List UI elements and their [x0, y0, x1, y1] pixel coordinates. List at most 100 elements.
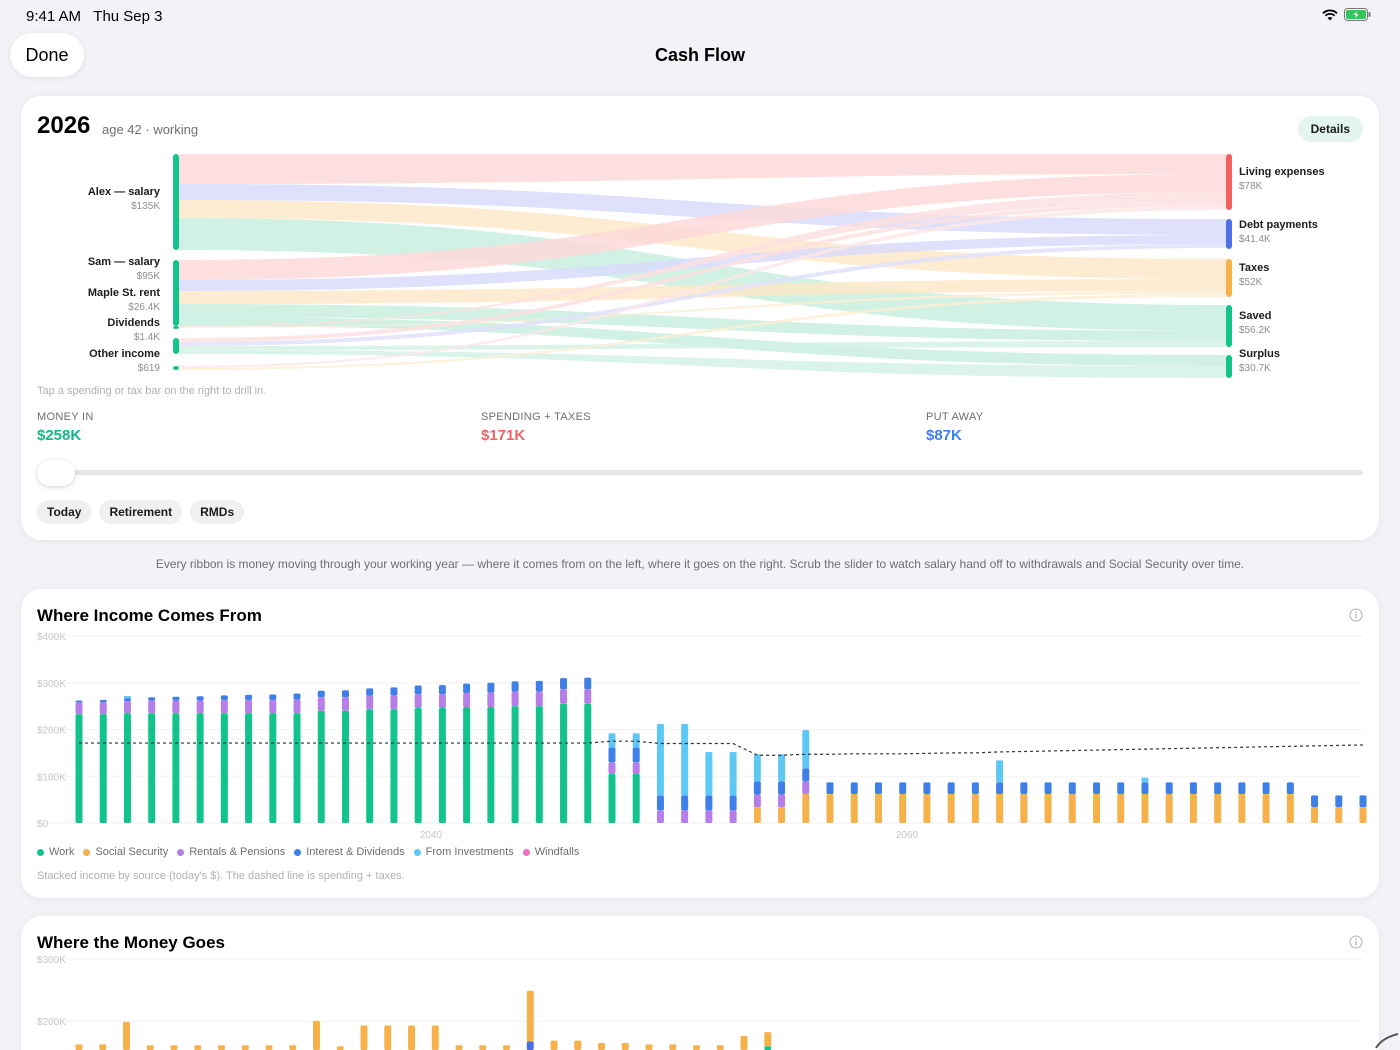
spend-bar-segment[interactable]: [408, 1025, 415, 1050]
income-bar-segment[interactable]: [414, 707, 422, 823]
income-bar-segment[interactable]: [1020, 782, 1028, 795]
income-bar-segment[interactable]: [996, 760, 1004, 783]
income-bar-segment[interactable]: [802, 729, 810, 769]
legend-item-windfalls[interactable]: Windfalls: [522, 846, 579, 858]
income-bar-segment[interactable]: [1093, 794, 1101, 823]
income-bar-segment[interactable]: [1165, 782, 1173, 795]
income-bar-segment[interactable]: [996, 794, 1004, 823]
income-bar-segment[interactable]: [1286, 794, 1294, 823]
income-bar-segment[interactable]: [1020, 794, 1028, 823]
income-bar-segment[interactable]: [1068, 782, 1076, 795]
income-bar-segment[interactable]: [874, 782, 882, 795]
income-bar-segment[interactable]: [148, 713, 156, 823]
legend-item-interest-dividends[interactable]: Interest & Dividends: [294, 846, 405, 858]
income-bar-segment[interactable]: [802, 781, 810, 795]
income-bar-segment[interactable]: [826, 794, 834, 823]
sankey-destination-node[interactable]: [1226, 355, 1232, 378]
income-bar-segment[interactable]: [1189, 794, 1197, 823]
income-bar-segment[interactable]: [632, 733, 640, 748]
income-bar-segment[interactable]: [220, 695, 228, 701]
income-bar-segment[interactable]: [196, 700, 204, 714]
income-bar-segment[interactable]: [753, 781, 761, 795]
income-bar-segment[interactable]: [245, 694, 253, 701]
income-bar-segment[interactable]: [778, 794, 786, 808]
income-bar-segment[interactable]: [366, 695, 374, 710]
income-bar-segment[interactable]: [317, 697, 325, 711]
income-bar-segment[interactable]: [511, 706, 519, 823]
income-bar-segment[interactable]: [899, 794, 907, 823]
income-bar-segment[interactable]: [438, 685, 446, 694]
income-bar-segment[interactable]: [487, 707, 495, 823]
spend-bar-segment[interactable]: [526, 1041, 534, 1050]
income-bar-segment[interactable]: [75, 700, 83, 703]
spend-bar-segment[interactable]: [289, 1045, 297, 1050]
spend-bar-segment[interactable]: [75, 1044, 83, 1050]
income-bar-segment[interactable]: [729, 810, 737, 823]
income-bar-segment[interactable]: [148, 697, 156, 701]
income-bar-segment[interactable]: [1311, 795, 1319, 808]
income-bar-segment[interactable]: [123, 695, 131, 699]
income-bar-segment[interactable]: [560, 689, 568, 704]
spend-bar-segment[interactable]: [740, 1035, 748, 1050]
income-bar-segment[interactable]: [463, 693, 471, 708]
income-bar-segment[interactable]: [245, 700, 253, 714]
income-bar-segment[interactable]: [487, 692, 495, 708]
income-bar-segment[interactable]: [681, 723, 689, 796]
spend-bar-segment[interactable]: [194, 1045, 202, 1050]
income-bar-segment[interactable]: [390, 695, 398, 710]
income-bar-segment[interactable]: [656, 795, 664, 811]
income-bar-segment[interactable]: [1238, 794, 1246, 823]
income-bar-segment[interactable]: [172, 700, 180, 714]
income-bar-segment[interactable]: [438, 707, 446, 823]
income-bar-segment[interactable]: [1214, 782, 1222, 795]
income-bar-segment[interactable]: [1044, 794, 1052, 823]
income-bar-segment[interactable]: [511, 681, 519, 692]
income-bar-segment[interactable]: [75, 702, 83, 715]
spend-bar-segment[interactable]: [503, 1045, 510, 1050]
income-bar-segment[interactable]: [947, 782, 955, 795]
income-bar-segment[interactable]: [317, 710, 325, 823]
spend-bar-segment[interactable]: [598, 1042, 605, 1050]
income-bar-segment[interactable]: [1335, 795, 1343, 808]
spend-bar-segment[interactable]: [336, 1046, 344, 1050]
spend-bar-segment[interactable]: [526, 990, 534, 1042]
income-bar-segment[interactable]: [341, 690, 349, 698]
income-bar-segment[interactable]: [245, 713, 253, 823]
income-bar-segment[interactable]: [123, 713, 131, 823]
income-bar-segment[interactable]: [1214, 794, 1222, 823]
spend-bar-segment[interactable]: [621, 1042, 629, 1050]
income-bar-segment[interactable]: [729, 795, 737, 811]
legend-item-work[interactable]: Work: [37, 846, 74, 858]
income-bar-segment[interactable]: [535, 691, 543, 707]
income-bar-segment[interactable]: [753, 754, 761, 782]
income-bar-segment[interactable]: [947, 794, 955, 823]
income-bar-segment[interactable]: [705, 795, 713, 811]
income-bar-segment[interactable]: [1141, 777, 1149, 783]
spend-bar-segment[interactable]: [669, 1044, 677, 1050]
income-bar-segment[interactable]: [1117, 782, 1125, 795]
income-bar-segment[interactable]: [535, 680, 543, 692]
spend-bar-segment[interactable]: [479, 1045, 487, 1050]
sankey-destination-node[interactable]: [1226, 154, 1232, 210]
income-bar-segment[interactable]: [269, 713, 277, 823]
sankey-source-node[interactable]: [173, 326, 179, 329]
spend-bar-segment[interactable]: [574, 1040, 582, 1050]
income-bar-segment[interactable]: [99, 714, 107, 823]
income-bar-segment[interactable]: [753, 794, 761, 808]
income-bar-segment[interactable]: [1165, 794, 1173, 823]
income-bar-segment[interactable]: [269, 700, 277, 714]
income-bar-segment[interactable]: [269, 694, 277, 701]
income-bar-segment[interactable]: [632, 773, 640, 823]
income-bar-segment[interactable]: [681, 810, 689, 823]
income-bar-segment[interactable]: [850, 782, 858, 795]
income-bar-segment[interactable]: [608, 762, 616, 774]
income-bar-segment[interactable]: [1141, 794, 1149, 823]
income-bar-segment[interactable]: [1311, 807, 1319, 823]
sankey-source-node[interactable]: [173, 154, 179, 250]
info-icon[interactable]: [1349, 608, 1363, 622]
income-bar-segment[interactable]: [1189, 782, 1197, 795]
income-bar-segment[interactable]: [1359, 807, 1367, 823]
income-bar-segment[interactable]: [1141, 782, 1149, 795]
income-bar-segment[interactable]: [1044, 782, 1052, 795]
sankey-source-node[interactable]: [173, 260, 179, 326]
